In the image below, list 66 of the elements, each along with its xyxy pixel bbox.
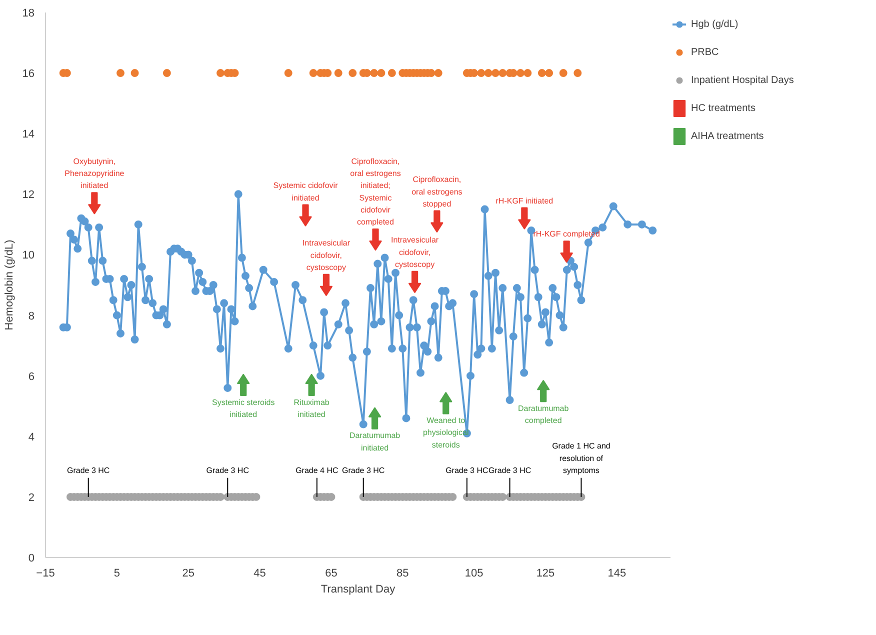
x-tick-label: 5 <box>114 568 120 580</box>
annotation: Intravesicular cidofovir, cystoscopy <box>391 236 439 269</box>
annotation: Ciprofloxacin, oral estrogens initiated; Systemic cidofovir completed <box>350 156 401 227</box>
point <box>377 69 386 78</box>
point <box>284 69 292 78</box>
point <box>477 69 486 78</box>
annotation: Systemic steroids initiated <box>212 398 275 420</box>
legend-label: PRBC <box>691 46 720 58</box>
x-tick-label: 65 <box>325 568 338 580</box>
point <box>370 69 378 78</box>
annotation: Grade 3 HC <box>206 466 250 475</box>
y-tick-label: 0 <box>28 552 35 564</box>
annotation: Daratumumab initiated <box>349 431 401 452</box>
point <box>334 69 342 78</box>
y-tick-label: 12 <box>22 189 35 202</box>
y-tick-label: 2 <box>28 492 35 504</box>
x-tick-label: 45 <box>254 568 266 580</box>
point <box>434 69 442 78</box>
point <box>348 69 357 78</box>
point <box>216 69 224 78</box>
point <box>545 69 554 78</box>
annotation: Systemic cidofovir initiated <box>273 181 338 202</box>
point <box>116 69 124 78</box>
y-axis-title: Hemoglobin (g/dL) <box>3 240 16 330</box>
y-tick-label: 6 <box>28 370 35 383</box>
y-tick-label: 14 <box>22 128 35 141</box>
point <box>162 69 171 78</box>
y-tick-label: 18 <box>22 8 35 20</box>
legend-label: HC treatments <box>691 102 756 114</box>
point <box>559 69 568 78</box>
point <box>498 69 507 78</box>
x-tick-label: −15 <box>36 568 55 580</box>
point <box>574 69 582 78</box>
annotation: rH-KGF initiated <box>496 196 554 206</box>
annotation: Grade 3 HC <box>488 466 532 475</box>
x-tick-label: 105 <box>464 568 484 580</box>
point <box>516 69 524 78</box>
legend-label: Inpatient Hospital Days <box>691 74 794 86</box>
annotation: Daratumumab completed <box>518 404 570 426</box>
annotation: Rituximab initiated <box>294 398 330 420</box>
point <box>538 69 546 78</box>
annotation: Grade 3 HC <box>342 466 385 475</box>
point <box>492 69 500 78</box>
point <box>309 69 318 78</box>
legend-label: AIHA treatments <box>691 130 764 142</box>
point <box>524 69 532 78</box>
annotation: Grade 3 HC <box>446 466 488 475</box>
annotation: Oxybutynin, Phenazopyridine initiated <box>64 156 125 190</box>
x-axis-title: Transplant Day <box>320 584 396 596</box>
annotation: Grade 4 HC <box>296 466 338 475</box>
annotation: Ciprofloxacin, oral estrogens stopped <box>412 175 462 208</box>
annotation: Intravesicular cidofovir, cystoscopy <box>302 238 350 272</box>
x-tick-label: 85 <box>396 568 409 580</box>
annotation: Grade 1 HC and resolution of symptoms <box>552 442 610 475</box>
y-tick-label: 8 <box>28 310 35 322</box>
x-tick-label: 145 <box>608 568 626 580</box>
point <box>130 69 139 78</box>
y-tick-label: 16 <box>22 68 35 80</box>
point <box>484 69 492 78</box>
x-tick-label: 125 <box>536 568 555 580</box>
y-tick-label: 10 <box>22 250 35 262</box>
legend-label: Hgb (g/dL) <box>691 18 738 30</box>
annotation: Grade 3 HC <box>67 466 110 475</box>
point <box>388 69 396 78</box>
y-tick-label: 4 <box>28 431 35 444</box>
x-tick-label: 25 <box>182 568 194 580</box>
